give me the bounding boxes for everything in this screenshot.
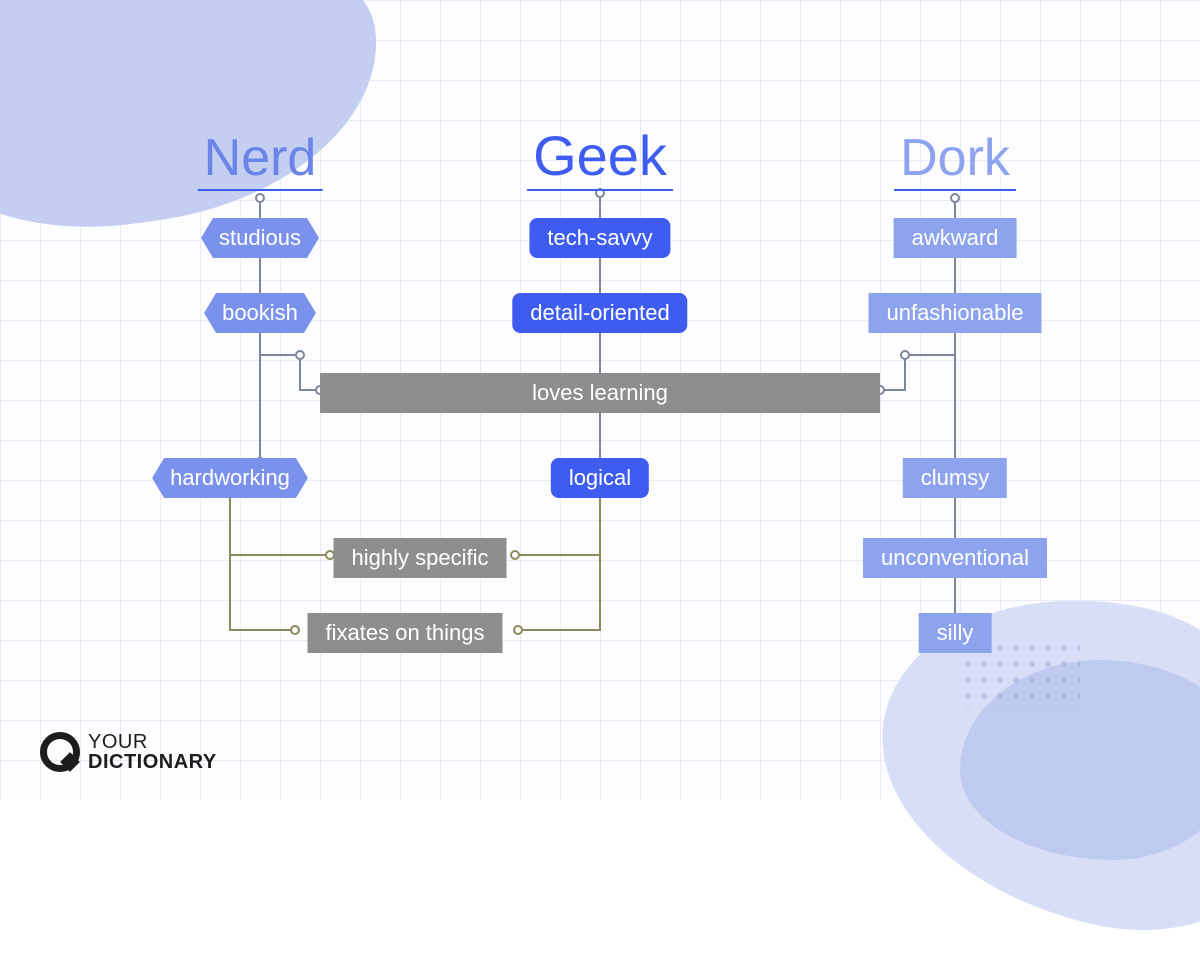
chip-clumsy: clumsy xyxy=(903,458,1007,498)
logo-yourdictionary: YOUR DICTIONARY xyxy=(40,732,217,772)
chip-detail-oriented: detail-oriented xyxy=(512,293,687,333)
title-dork: Dork xyxy=(894,130,1016,191)
logo-line1: YOUR xyxy=(88,732,217,752)
chip-awkward: awkward xyxy=(894,218,1017,258)
logo-line2: DICTIONARY xyxy=(88,752,217,772)
diagram-canvas: Nerd Geek Dork studious bookish hardwork… xyxy=(0,0,1200,800)
title-geek: Geek xyxy=(527,125,673,191)
title-nerd: Nerd xyxy=(198,130,323,191)
chip-tech-savvy: tech-savvy xyxy=(529,218,670,258)
logo-mark-icon xyxy=(40,732,80,772)
logo-text: YOUR DICTIONARY xyxy=(88,732,217,772)
chip-highly-specific: highly specific xyxy=(334,538,507,578)
chip-hardworking: hardworking xyxy=(152,458,308,498)
chip-bookish: bookish xyxy=(204,293,316,333)
chip-fixates-on-things: fixates on things xyxy=(308,613,503,653)
chip-unconventional: unconventional xyxy=(863,538,1047,578)
chip-loves-learning: loves learning xyxy=(320,373,880,413)
chip-unfashionable: unfashionable xyxy=(868,293,1041,333)
chip-studious: studious xyxy=(201,218,319,258)
chip-logical: logical xyxy=(551,458,649,498)
chip-silly: silly xyxy=(919,613,992,653)
